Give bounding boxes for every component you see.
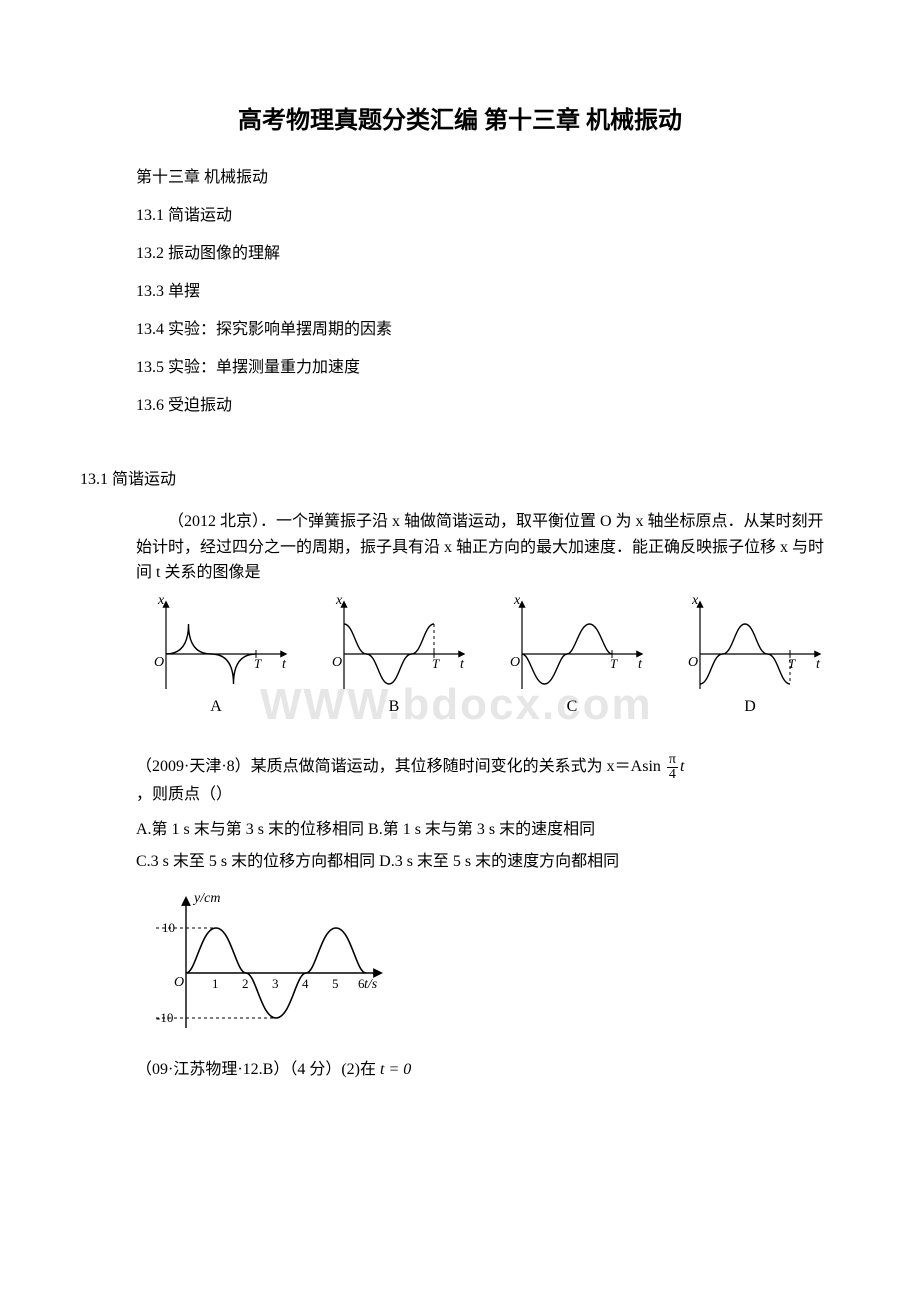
x-axis-label: t [638, 657, 643, 672]
q2-t: t [680, 758, 684, 775]
q3-prefix: （09·江苏物理·12.B）（4 分）(2)在 [136, 1061, 376, 1078]
q2-fraction: π 4 [667, 753, 678, 782]
xtick-1: 1 [212, 976, 219, 991]
question-2-line1: （2009·天津·8）某质点做简谐运动，其位移随时间变化的关系式为 x＝Asin… [136, 752, 840, 782]
origin-label: O [174, 975, 184, 990]
ytick-pos: 10 [162, 920, 175, 935]
y-axis-label: y/cm [192, 891, 220, 906]
ytick-neg: -10 [156, 1010, 173, 1025]
y-axis-label: x [691, 594, 699, 608]
origin-label: O [688, 655, 698, 670]
x-axis-label: t [460, 657, 465, 672]
graph-option-b: x t O T B [314, 594, 474, 716]
origin-label: O [332, 655, 342, 670]
toc-line-6: 13.6 受迫振动 [136, 391, 840, 415]
q2-prefix: （2009·天津·8）某质点做简谐运动，其位移随时间变化的关系式为 x＝Asin [136, 758, 661, 775]
t-tick: T [788, 656, 796, 671]
question-3: （09·江苏物理·12.B）（4 分）(2)在 t = 0 [136, 1057, 840, 1083]
xtick-5: 5 [332, 976, 339, 991]
graph-b-svg: x t O T [314, 594, 474, 694]
y-axis-label: x [157, 594, 165, 608]
option-label-a: A [136, 698, 296, 716]
t-tick: T [254, 656, 262, 671]
x-axis-label: t [816, 657, 821, 672]
origin-label: O [154, 655, 164, 670]
toc-line-3: 13.3 单摆 [136, 277, 840, 301]
origin-label: O [510, 655, 520, 670]
xtick-2: 2 [242, 976, 249, 991]
q2-opt-d: D.3 s 末至 5 s 末的速度方向都相同 [379, 853, 619, 870]
xtick-4: 4 [302, 976, 309, 991]
question-2-line2: ，则质点（） [136, 782, 840, 808]
graph-option-a: x t O T A [136, 594, 296, 716]
xtick-3: 3 [272, 976, 279, 991]
toc-line-4: 13.4 实验：探究影响单摆周期的因素 [136, 315, 840, 339]
q2-options: A.第 1 s 末与第 3 s 末的位移相同 B.第 1 s 末与第 3 s 末… [136, 814, 840, 878]
graph-c-svg: x t O T [492, 594, 652, 694]
section-heading-1: 13.1 简谐运动 [80, 465, 840, 489]
graph-option-d: x t O T D [670, 594, 830, 716]
graph-option-c: x t O T C [492, 594, 652, 716]
q2-opt-b: B.第 1 s 末与第 3 s 末的速度相同 [368, 821, 595, 838]
q2-opt-c: C.3 s 末至 5 s 末的位移方向都相同 [136, 853, 375, 870]
toc-line-2: 13.2 振动图像的理解 [136, 239, 840, 263]
toc-line-5: 13.5 实验：单摆测量重力加速度 [136, 353, 840, 377]
y-time-graph: y/cm t/s O 10 -10 1 2 3 4 5 6 [136, 888, 840, 1043]
toc-line-1: 13.1 简谐运动 [136, 201, 840, 225]
toc-line-0: 第十三章 机械振动 [136, 163, 840, 187]
y-axis-label: x [335, 594, 343, 608]
graphs-row: x t O T A x t O T B x t O [136, 594, 840, 716]
x-axis-label: t [282, 657, 287, 672]
graph-a-svg: x t O T [136, 594, 296, 694]
q2-frac-num: π [667, 753, 678, 768]
page-title: 高考物理真题分类汇编 第十三章 机械振动 [80, 100, 840, 135]
q2-frac-den: 4 [667, 768, 678, 782]
t-tick: T [610, 656, 618, 671]
q2-opt-a: A.第 1 s 末与第 3 s 末的位移相同 [136, 821, 364, 838]
x-axis-label: t/s [364, 977, 378, 992]
question-1-text: （2012 北京）．一个弹簧振子沿 x 轴做简谐运动，取平衡位置 O 为 x 轴… [80, 509, 840, 586]
y-graph-svg: y/cm t/s O 10 -10 1 2 3 4 5 6 [136, 888, 396, 1038]
xtick-6: 6 [358, 976, 365, 991]
option-label-d: D [670, 698, 830, 716]
t-tick: T [432, 656, 440, 671]
option-label-c: C [492, 698, 652, 716]
q3-eq: t = 0 [380, 1061, 411, 1078]
graph-d-svg: x t O T [670, 594, 830, 694]
option-label-b: B [314, 698, 474, 716]
y-axis-label: x [513, 594, 521, 608]
